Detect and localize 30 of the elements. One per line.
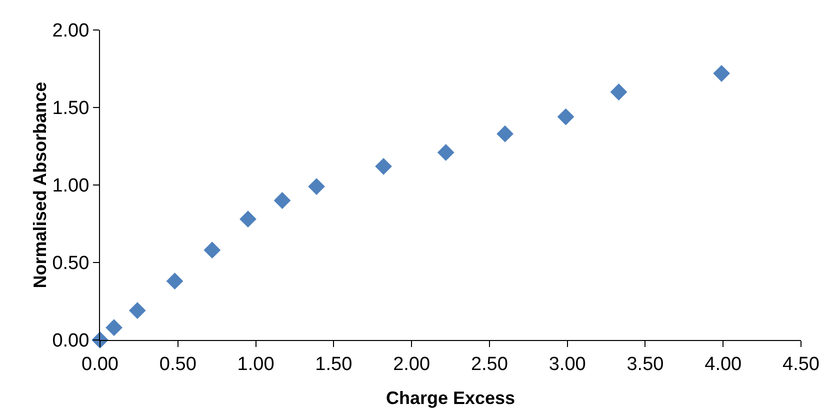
y-tick-label: 0.50 <box>52 253 90 274</box>
point <box>166 272 184 290</box>
x-axis-title: Charge Excess <box>386 388 516 408</box>
point <box>106 319 122 336</box>
x-tick-label: 0.00 <box>82 354 118 375</box>
point <box>274 192 291 209</box>
x-tick-label: 2.00 <box>393 354 430 375</box>
y-tick-label: 2.00 <box>52 20 90 42</box>
point <box>437 144 454 161</box>
y-tick-label: 0.00 <box>52 330 90 352</box>
x-tick-label: 3.00 <box>548 354 586 375</box>
point <box>610 84 628 100</box>
x-tick-label: 1.50 <box>315 354 352 375</box>
y-tick-label: 1.50 <box>52 98 90 120</box>
y-axis-title: Normalised Absorbance <box>30 82 50 288</box>
x-tick-label: 3.50 <box>626 354 664 375</box>
y-tick-label: 1.00 <box>52 176 90 197</box>
point <box>240 210 256 228</box>
point <box>557 108 574 126</box>
x-tick-label: 0.50 <box>159 354 196 375</box>
x-tick-label: 4.50 <box>782 354 820 375</box>
x-tick-label: 4.00 <box>704 354 742 375</box>
point <box>128 302 146 319</box>
x-tick-label: 2.50 <box>470 354 508 375</box>
point <box>308 178 325 195</box>
point <box>496 125 514 142</box>
point <box>713 64 730 82</box>
point <box>375 158 392 175</box>
x-tick-label: 1.00 <box>237 354 274 375</box>
point <box>204 242 221 259</box>
